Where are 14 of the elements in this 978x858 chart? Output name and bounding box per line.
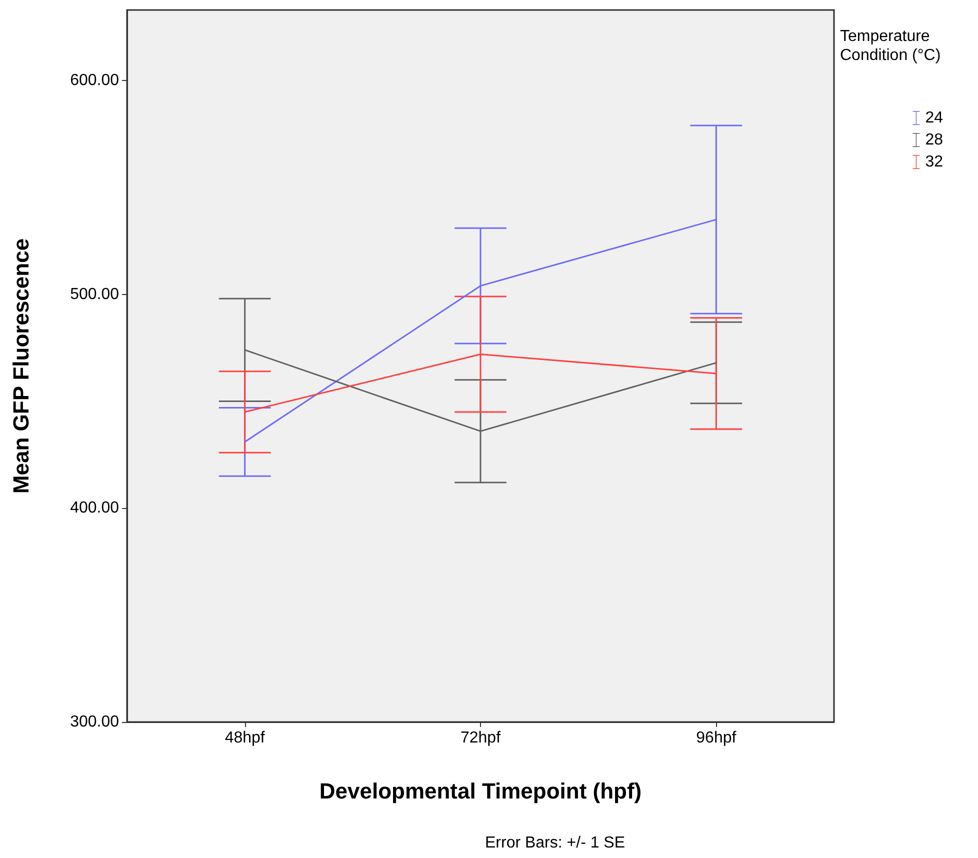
y-tick-label: 500.00 <box>70 286 120 303</box>
x-tick-label: 48hpf <box>224 730 266 746</box>
y-tick-label: 300.00 <box>70 714 120 730</box>
text: Error Bars: +/- 1 SE <box>484 834 626 852</box>
legend-title: Temperature Condition (°C) <box>840 28 941 64</box>
y-axis-title: Mean GFP Fluorescence <box>8 238 34 494</box>
legend-label: 28 <box>925 132 944 148</box>
x-tick-label: 72hpf <box>460 730 502 746</box>
y-tick-label: 600.00 <box>70 72 120 90</box>
y-tick-label: 400.00 <box>70 500 120 517</box>
legend-label: 24 <box>925 110 944 126</box>
legend-label: 32 <box>925 154 944 170</box>
x-tick-label: 96hpf <box>696 730 737 746</box>
x-axis-title: Developmental Timepoint (hpf) <box>319 778 642 804</box>
